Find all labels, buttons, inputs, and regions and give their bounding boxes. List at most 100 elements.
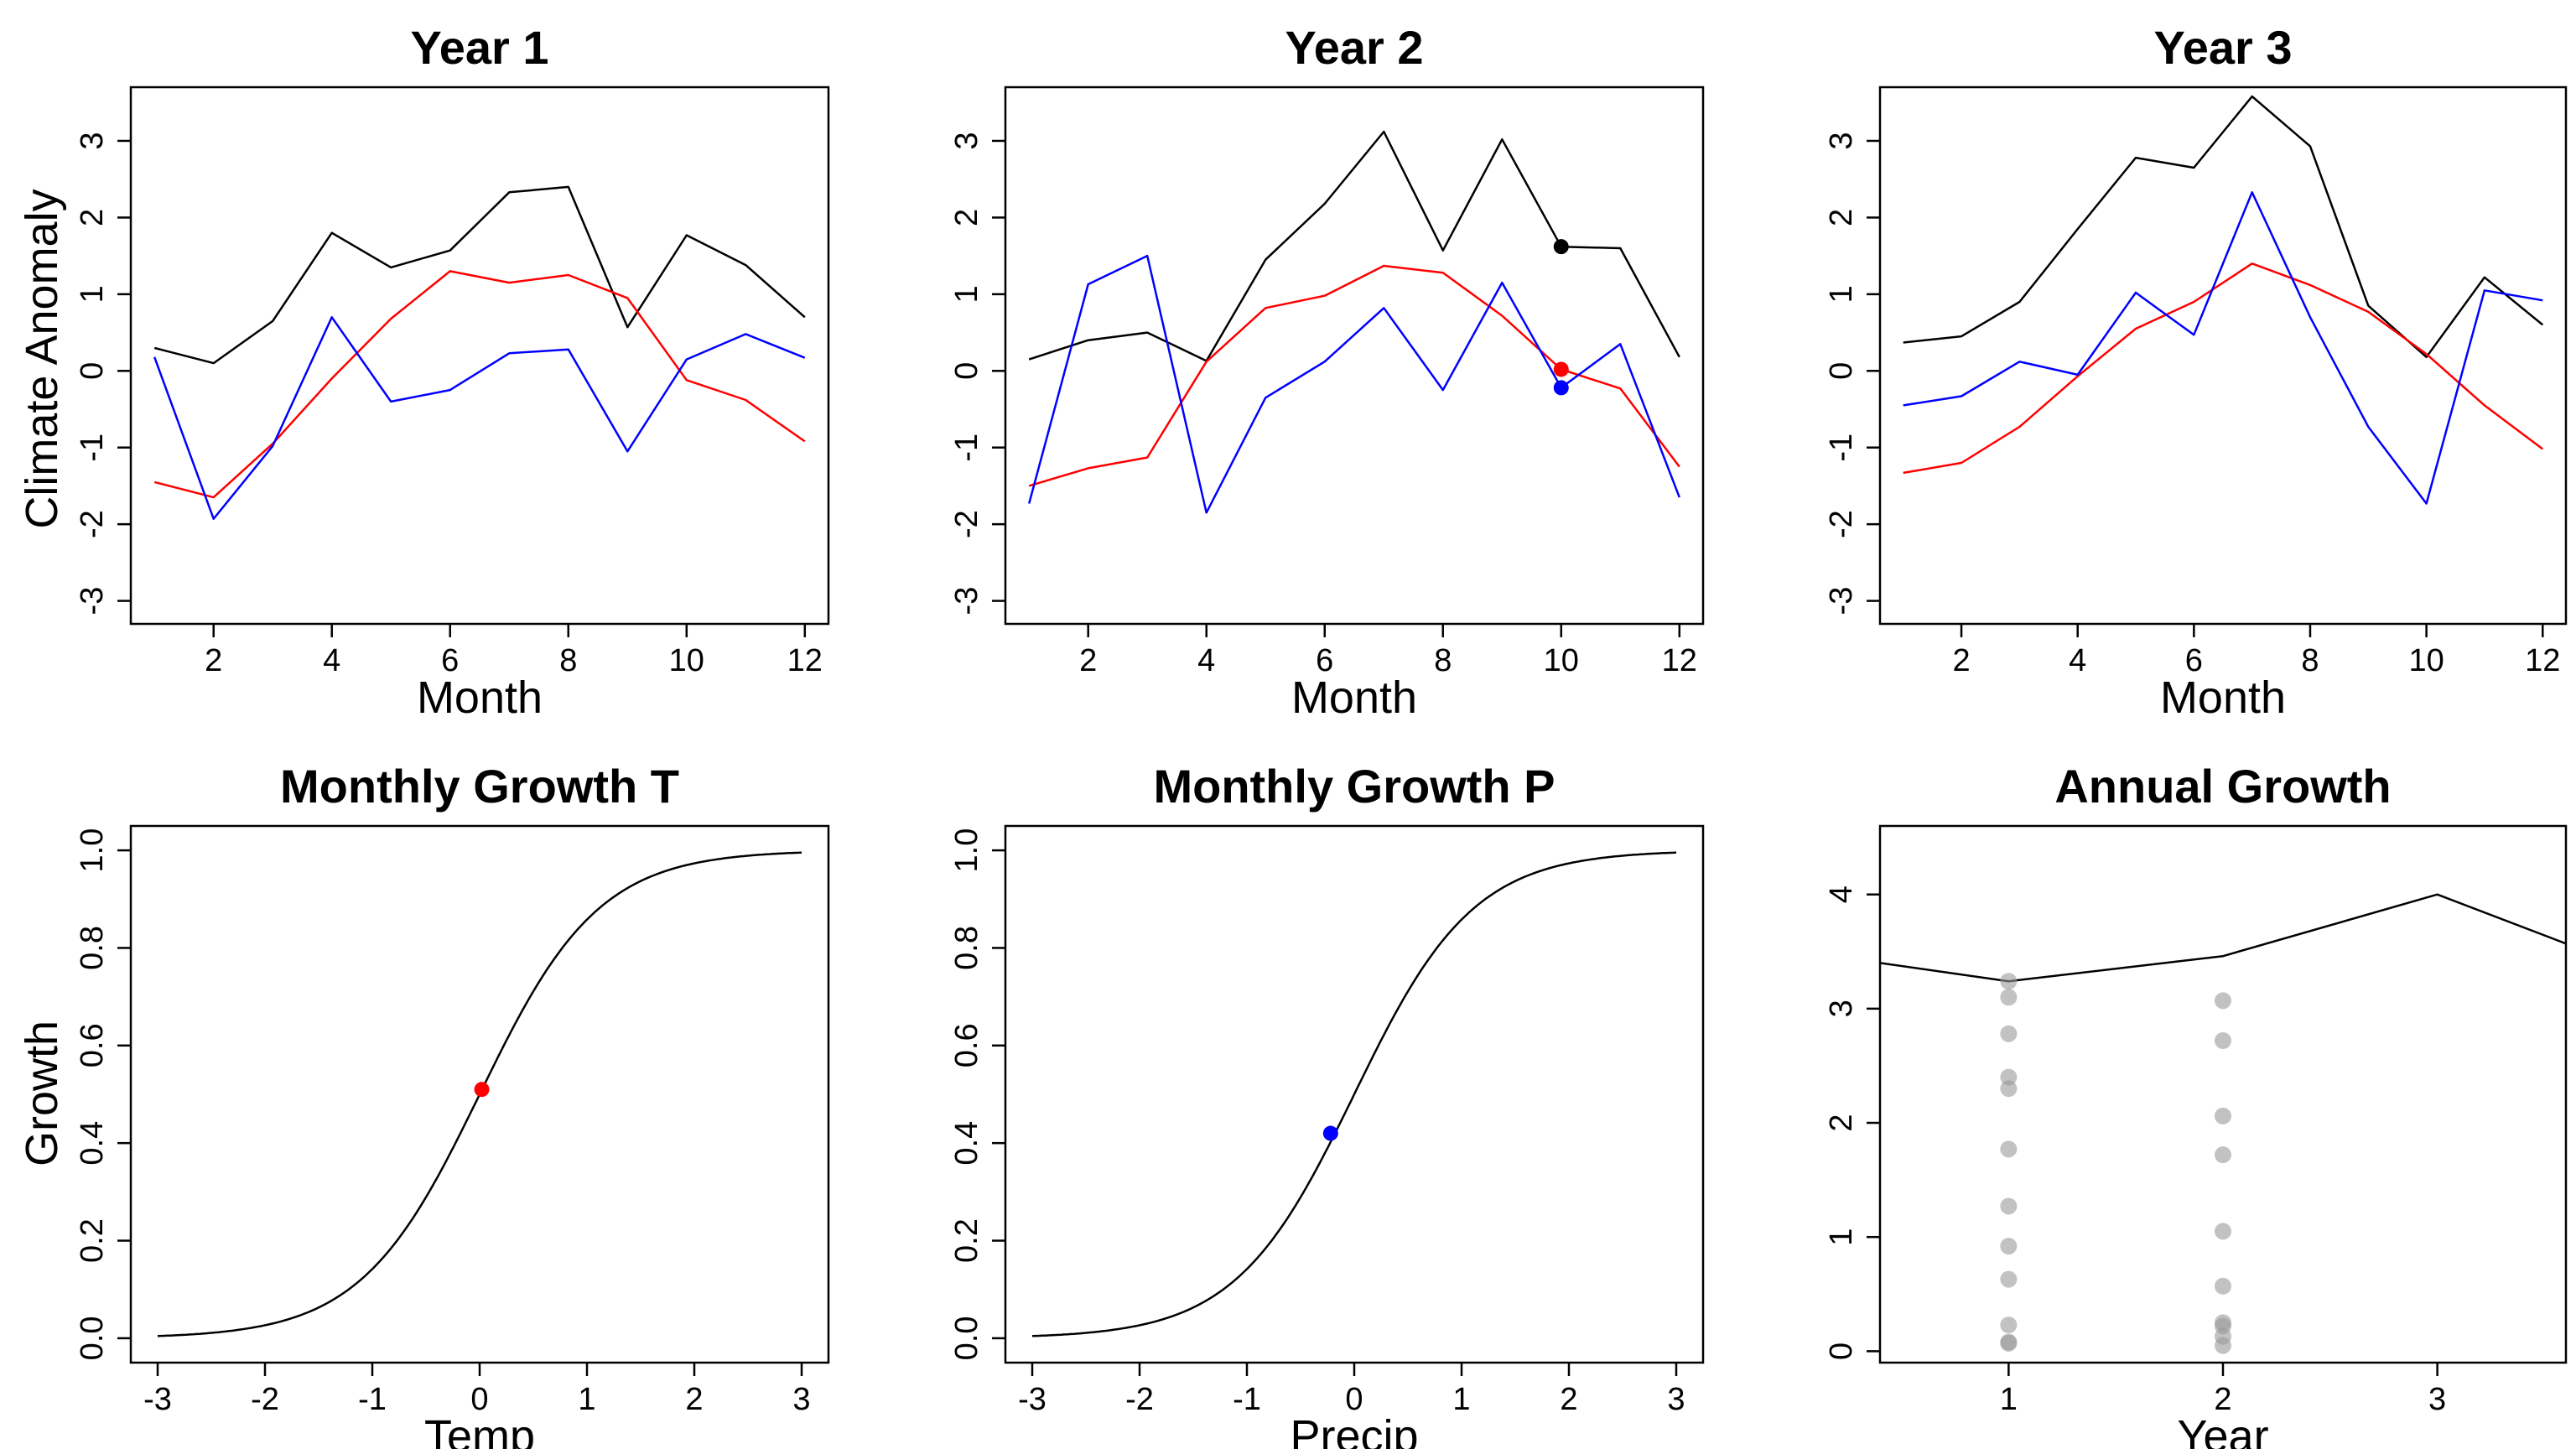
x-tick-label: -3 (143, 1382, 172, 1417)
x-axis-label: Month (2160, 673, 2286, 723)
scatter-point (2000, 973, 2018, 990)
series-line (153, 316, 806, 520)
plot-area (157, 851, 802, 1337)
scatter-point (2000, 1238, 2018, 1255)
chart-panel-6: Annual Growth 1 2 3 0 1 2 3 4 Year (1824, 760, 2568, 1449)
x-tick-label: 4 (2069, 643, 2086, 678)
x-tick-label: 6 (2185, 643, 2203, 678)
y-tick-label: 0.4 (949, 1121, 984, 1166)
plot-frame (1004, 86, 1705, 626)
x-tick-label: 4 (323, 643, 340, 678)
chart-title: Annual Growth (2054, 760, 2391, 813)
y-tick-label: 1 (949, 285, 984, 303)
y-tick-label: 1 (75, 285, 110, 303)
scatter-point (2000, 1317, 2018, 1334)
highlight-point (1322, 1125, 1338, 1141)
chart-panel-5: Monthly Growth P -3 -2 -1 0 1 2 3 0.0 0.2 0.4 0.6 0.… (949, 760, 1705, 1449)
x-tick-label: -2 (1125, 1382, 1154, 1417)
plot-frame (1878, 86, 2568, 626)
scatter-point (2000, 1025, 2018, 1042)
y-tick-label: 0.6 (75, 1023, 110, 1067)
x-tick-label: 8 (559, 643, 577, 678)
y-tick-label: 2 (75, 209, 110, 226)
x-tick-label: -2 (251, 1382, 279, 1417)
scatter-point (2215, 1223, 2231, 1240)
y-tick-label: 3 (1824, 1000, 1859, 1017)
scatter-point (2215, 992, 2231, 1010)
highlight-point (474, 1082, 490, 1098)
scatter-point (2000, 1080, 2018, 1098)
chart-title: Year 1 (410, 21, 548, 74)
scatter-point (2215, 1277, 2231, 1295)
x-tick-label: -1 (1233, 1382, 1261, 1417)
annual-growth-line (1880, 893, 2566, 983)
y-tick-label: 0.6 (949, 1023, 984, 1067)
y-tick-label: 1 (1824, 1228, 1859, 1246)
x-tick-label: 6 (441, 643, 459, 678)
y-tick-label: -1 (949, 434, 984, 462)
x-axis-label: Month (1291, 673, 1417, 723)
y-tick-label: -3 (949, 587, 984, 615)
x-axis-label: Month (417, 673, 543, 723)
scatter-point (2215, 1032, 2231, 1049)
y-tick-label: -2 (1824, 510, 1859, 538)
x-tick-label: 1 (578, 1382, 595, 1417)
scatter-point (2215, 1107, 2231, 1124)
highlight-point (1553, 380, 1569, 396)
x-tick-label: 8 (1434, 643, 1452, 678)
scatter-point (2000, 1140, 2018, 1158)
plot-area (153, 185, 806, 520)
y-tick-label: -1 (1824, 434, 1859, 462)
series-line (1903, 191, 2543, 505)
plot-area (1031, 851, 1677, 1337)
y-tick-label: 2 (1824, 1114, 1859, 1131)
y-tick-label: 0.2 (949, 1218, 984, 1263)
y-tick-label: 0.4 (75, 1121, 110, 1166)
series-line (1027, 254, 1680, 514)
x-tick-label: 10 (2408, 643, 2444, 678)
chart-title: Year 3 (2153, 21, 2292, 74)
y-tick-label: 3 (1824, 132, 1859, 149)
x-tick-label: 12 (1662, 643, 1697, 678)
figure-ylabel-bottom: Growth (17, 1021, 67, 1166)
highlight-point (1553, 239, 1569, 255)
x-tick-label: 2 (205, 643, 222, 678)
x-tick-label: 2 (1952, 643, 1970, 678)
x-tick-label: 10 (669, 643, 704, 678)
chart-panel-4: Monthly Growth T -3 -2 -1 0 1 2 3 0.0 0.2 0.4 0.6 0.… (75, 760, 830, 1449)
x-tick-label: 3 (1667, 1382, 1685, 1417)
x-tick-label: 6 (1316, 643, 1333, 678)
y-tick-label: 0 (1824, 1343, 1859, 1360)
series-line (1903, 95, 2544, 359)
plot-area (1027, 130, 1680, 514)
scatter-point (2215, 1146, 2231, 1164)
growth-curve (1031, 851, 1677, 1337)
x-tick-label: 3 (792, 1382, 810, 1417)
x-tick-label: 12 (2525, 643, 2560, 678)
series-line (1903, 262, 2544, 475)
plot-area (1880, 893, 2566, 1354)
scatter-point (2000, 1197, 2018, 1215)
y-tick-label: 1.0 (949, 828, 984, 873)
x-tick-label: 1 (2000, 1382, 2018, 1417)
x-axis-label: Year (2177, 1411, 2268, 1449)
x-tick-label: 2 (1560, 1382, 1577, 1417)
x-tick-label: 0 (1345, 1382, 1363, 1417)
y-tick-label: 0 (75, 362, 110, 380)
y-tick-label: 0.8 (949, 926, 984, 970)
x-axis-label: Precip (1290, 1411, 1418, 1449)
scatter-point (2000, 1334, 2018, 1352)
series-line (153, 270, 806, 499)
plot-frame (129, 86, 830, 626)
y-tick-label: 1 (1824, 285, 1859, 303)
y-tick-label: 0 (949, 362, 984, 380)
y-tick-label: 2 (1824, 209, 1859, 226)
series-line (153, 185, 806, 365)
scatter-point (2215, 1337, 2231, 1354)
y-tick-label: 0.0 (949, 1316, 984, 1360)
plot-area (1903, 95, 2544, 505)
